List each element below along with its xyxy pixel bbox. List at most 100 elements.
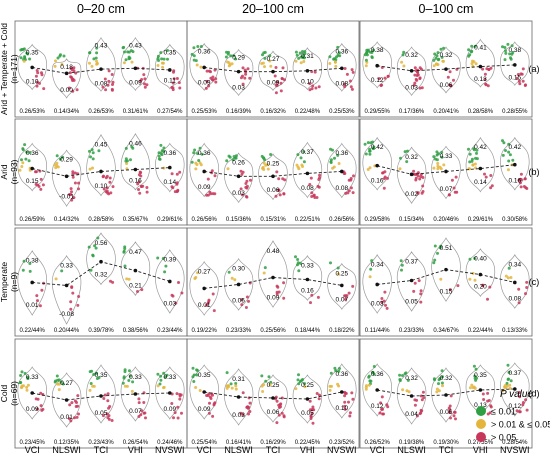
data-point [192, 151, 196, 155]
stats-label: 0.23/43% [88, 440, 114, 446]
data-point [438, 377, 442, 380]
data-point [194, 161, 198, 165]
data-point [23, 372, 27, 375]
mean-marker [64, 174, 69, 179]
data-point [71, 172, 75, 176]
data-point [176, 188, 180, 192]
data-point [507, 159, 511, 163]
stats-label: 0.28/55% [502, 109, 528, 115]
data-point [334, 369, 338, 373]
upper-value-label: 0.36 [198, 150, 211, 157]
data-point [77, 295, 81, 298]
column-header-0-100cm: 0–100 cm [419, 2, 474, 16]
data-point [180, 291, 184, 295]
lower-value-label: 0.06 [267, 187, 280, 194]
data-point [279, 89, 283, 93]
violin [258, 374, 288, 423]
upper-value-label: 0.36 [335, 49, 348, 56]
data-point [106, 399, 110, 403]
data-point [467, 147, 470, 151]
data-point [20, 370, 24, 374]
data-point [128, 374, 132, 378]
data-point [299, 156, 303, 160]
data-point [333, 366, 337, 370]
data-point [473, 44, 477, 48]
data-point [370, 55, 374, 59]
violin [292, 255, 322, 302]
stats-label: 0.23/44% [157, 328, 183, 334]
data-point [107, 406, 111, 410]
data-point [301, 54, 305, 58]
data-point [241, 66, 245, 70]
data-point [416, 70, 419, 74]
upper-value-label: 0.25 [335, 271, 348, 278]
data-point [207, 298, 211, 302]
row-tags: (a) (b) (c) (d) [529, 64, 540, 399]
data-point [337, 162, 341, 165]
data-point [227, 64, 231, 68]
violin [189, 260, 219, 316]
data-point [279, 402, 283, 406]
data-point [296, 258, 300, 261]
panel-frame [186, 227, 360, 337]
data-point [240, 193, 244, 197]
stats-label: 0.28/54% [502, 440, 528, 446]
data-point [210, 169, 214, 173]
stats-label: 0.23/33% [399, 328, 425, 334]
data-point [344, 294, 348, 298]
mean-marker [409, 394, 414, 398]
data-point [227, 270, 231, 274]
x-tick-label: TCI [439, 445, 454, 455]
data-point [274, 194, 278, 198]
data-point [386, 405, 390, 409]
data-point [503, 46, 507, 49]
data-point [329, 261, 332, 265]
violin [86, 232, 116, 286]
data-point [89, 268, 93, 272]
data-point [171, 186, 175, 190]
stats-label: 0.26/53% [88, 109, 114, 115]
data-point [382, 412, 385, 416]
data-point [338, 54, 342, 58]
lower-value-label: 0.07 [335, 296, 348, 303]
stats-label: 0.14/32% [54, 217, 80, 223]
data-point [200, 152, 204, 156]
data-point [347, 291, 351, 295]
upper-value-label: 0.48 [267, 248, 280, 255]
data-point [143, 85, 147, 89]
data-point [175, 181, 179, 185]
data-point [73, 171, 77, 175]
data-point [453, 410, 456, 414]
data-point [308, 408, 312, 412]
data-point [521, 403, 525, 407]
data-point [77, 412, 80, 416]
violin [431, 145, 461, 200]
data-point [180, 411, 183, 415]
data-point [442, 59, 445, 63]
upper-value-label: 0.45 [95, 141, 108, 148]
data-point [19, 381, 23, 384]
data-point [504, 49, 507, 53]
data-point [350, 391, 354, 395]
mean-marker [133, 66, 138, 71]
x-tick-label: TCI [266, 445, 281, 455]
stats-label: 0.15/31% [260, 217, 286, 223]
data-point [106, 191, 110, 195]
data-point [501, 153, 505, 157]
data-point [506, 363, 510, 367]
data-point [517, 287, 521, 291]
data-point [76, 303, 80, 307]
data-point [156, 384, 160, 388]
data-point [468, 386, 472, 390]
data-point [297, 269, 301, 273]
data-point [301, 50, 304, 53]
data-point [234, 387, 238, 391]
data-point [163, 375, 167, 379]
data-point [240, 303, 244, 307]
data-point [240, 298, 244, 302]
data-point [418, 66, 422, 70]
mean-marker [168, 279, 172, 284]
mean-line [32, 167, 170, 177]
data-point [211, 393, 214, 397]
violin [52, 58, 82, 99]
